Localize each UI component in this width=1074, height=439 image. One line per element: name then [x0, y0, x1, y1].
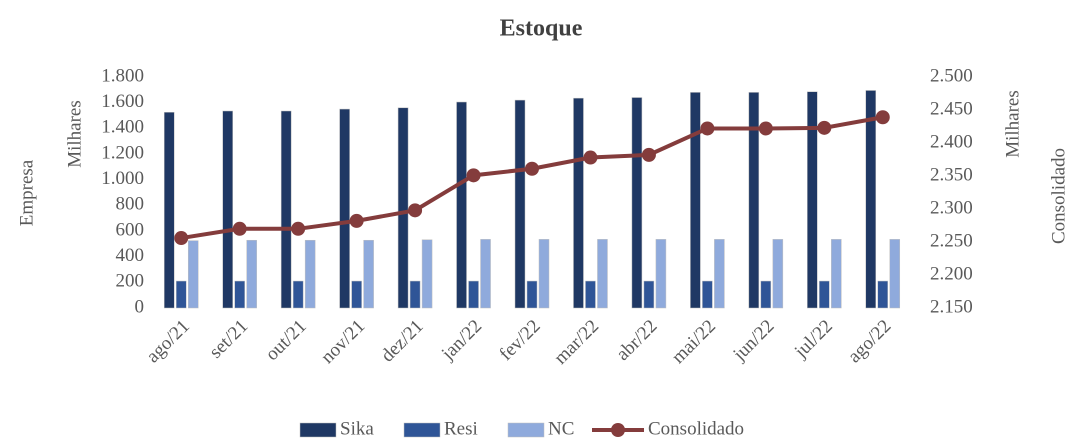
x-tick-label: jun/22 [729, 316, 779, 366]
x-tick-label: mar/22 [550, 316, 603, 369]
bar [339, 108, 350, 309]
y2-tick-label: 2.150 [930, 296, 973, 317]
bar [280, 110, 292, 309]
legend-label: NC [548, 418, 574, 439]
line-marker [758, 121, 773, 136]
bar [760, 280, 772, 309]
bar [397, 107, 409, 309]
y-tick-label: 1.200 [101, 142, 144, 163]
bar [865, 90, 877, 309]
bar [409, 280, 421, 309]
bar [222, 110, 233, 309]
x-tick-label: dez/21 [377, 316, 428, 367]
y2-tick-label: 2.250 [930, 230, 973, 251]
bar [304, 239, 316, 309]
line-marker [525, 161, 539, 176]
bar [655, 239, 667, 309]
line-marker [875, 110, 890, 125]
bar [163, 112, 175, 309]
line-marker [583, 150, 598, 165]
line-marker [291, 221, 306, 236]
x-tick-label: nov/21 [317, 316, 369, 368]
bar [538, 239, 550, 309]
legend-swatch [507, 422, 545, 438]
y-tick-label: 1.000 [101, 168, 144, 189]
bar [363, 239, 374, 309]
y2-tick-label: 2.450 [930, 98, 973, 119]
line-marker [174, 231, 189, 246]
y-tick-label: 800 [116, 194, 145, 215]
legend-swatch [611, 423, 625, 437]
bar [351, 280, 362, 309]
bar [292, 280, 304, 309]
y2-axis-unit: Milhares [1002, 90, 1023, 158]
bar [573, 97, 584, 309]
bar [456, 101, 467, 309]
legend-swatch [403, 422, 441, 438]
bar [246, 239, 257, 309]
line-marker [817, 120, 832, 135]
x-tick-label: ago/21 [142, 316, 193, 367]
y-tick-label: 1.800 [101, 65, 144, 86]
line-marker [349, 213, 364, 228]
bar [175, 280, 187, 309]
bar [889, 239, 901, 309]
bar [631, 97, 643, 309]
bar [831, 239, 842, 309]
y-axis-unit: Milhares [64, 100, 85, 168]
x-tick-label: fev/22 [495, 316, 544, 365]
bar [585, 280, 596, 309]
bar [480, 239, 491, 309]
legend-label: Consolidado [648, 418, 744, 439]
y2-tick-label: 2.400 [930, 131, 973, 152]
bar [187, 240, 199, 309]
y-tick-label: 1.400 [101, 117, 144, 138]
line-marker [232, 221, 247, 236]
bar [690, 92, 701, 309]
x-tick-label: abr/22 [612, 316, 661, 365]
legend-label: Sika [340, 418, 374, 439]
bar [597, 239, 608, 309]
chart-title: Estoque [500, 16, 583, 42]
y-tick-label: 0 [135, 296, 145, 317]
line-marker [700, 121, 715, 136]
bar [877, 280, 889, 309]
y2-axis-title: Consolidado [1048, 148, 1069, 244]
legend-swatch [299, 422, 337, 438]
bar [772, 239, 784, 309]
y2-tick-label: 2.350 [930, 164, 973, 185]
bar [807, 91, 818, 309]
y-tick-label: 1.600 [101, 91, 144, 112]
line-marker [641, 147, 656, 162]
bar [714, 239, 725, 309]
bar [421, 239, 433, 309]
bar [514, 99, 526, 309]
y-tick-label: 200 [116, 271, 145, 292]
line-marker [466, 168, 481, 183]
y-axis-title: Empresa [16, 159, 37, 226]
x-tick-label: ago/22 [844, 316, 895, 367]
bar [702, 280, 713, 309]
y2-tick-label: 2.500 [930, 65, 973, 86]
bar [819, 280, 830, 309]
line-marker [408, 203, 423, 218]
x-tick-label: mai/22 [668, 316, 720, 368]
x-tick-label: set/21 [205, 316, 252, 363]
x-tick-label: jan/22 [437, 316, 486, 365]
y-tick-label: 600 [116, 219, 145, 240]
y2-tick-label: 2.200 [930, 263, 973, 284]
legend-label: Resi [444, 418, 478, 439]
x-tick-label: jul/22 [790, 316, 837, 363]
x-tick-label: out/21 [262, 316, 311, 365]
bar [234, 280, 245, 309]
bar [643, 280, 655, 309]
y2-tick-label: 2.300 [930, 197, 973, 218]
y-tick-label: 400 [116, 245, 145, 266]
bar [468, 280, 479, 309]
bar [748, 92, 760, 309]
bar [526, 280, 538, 309]
